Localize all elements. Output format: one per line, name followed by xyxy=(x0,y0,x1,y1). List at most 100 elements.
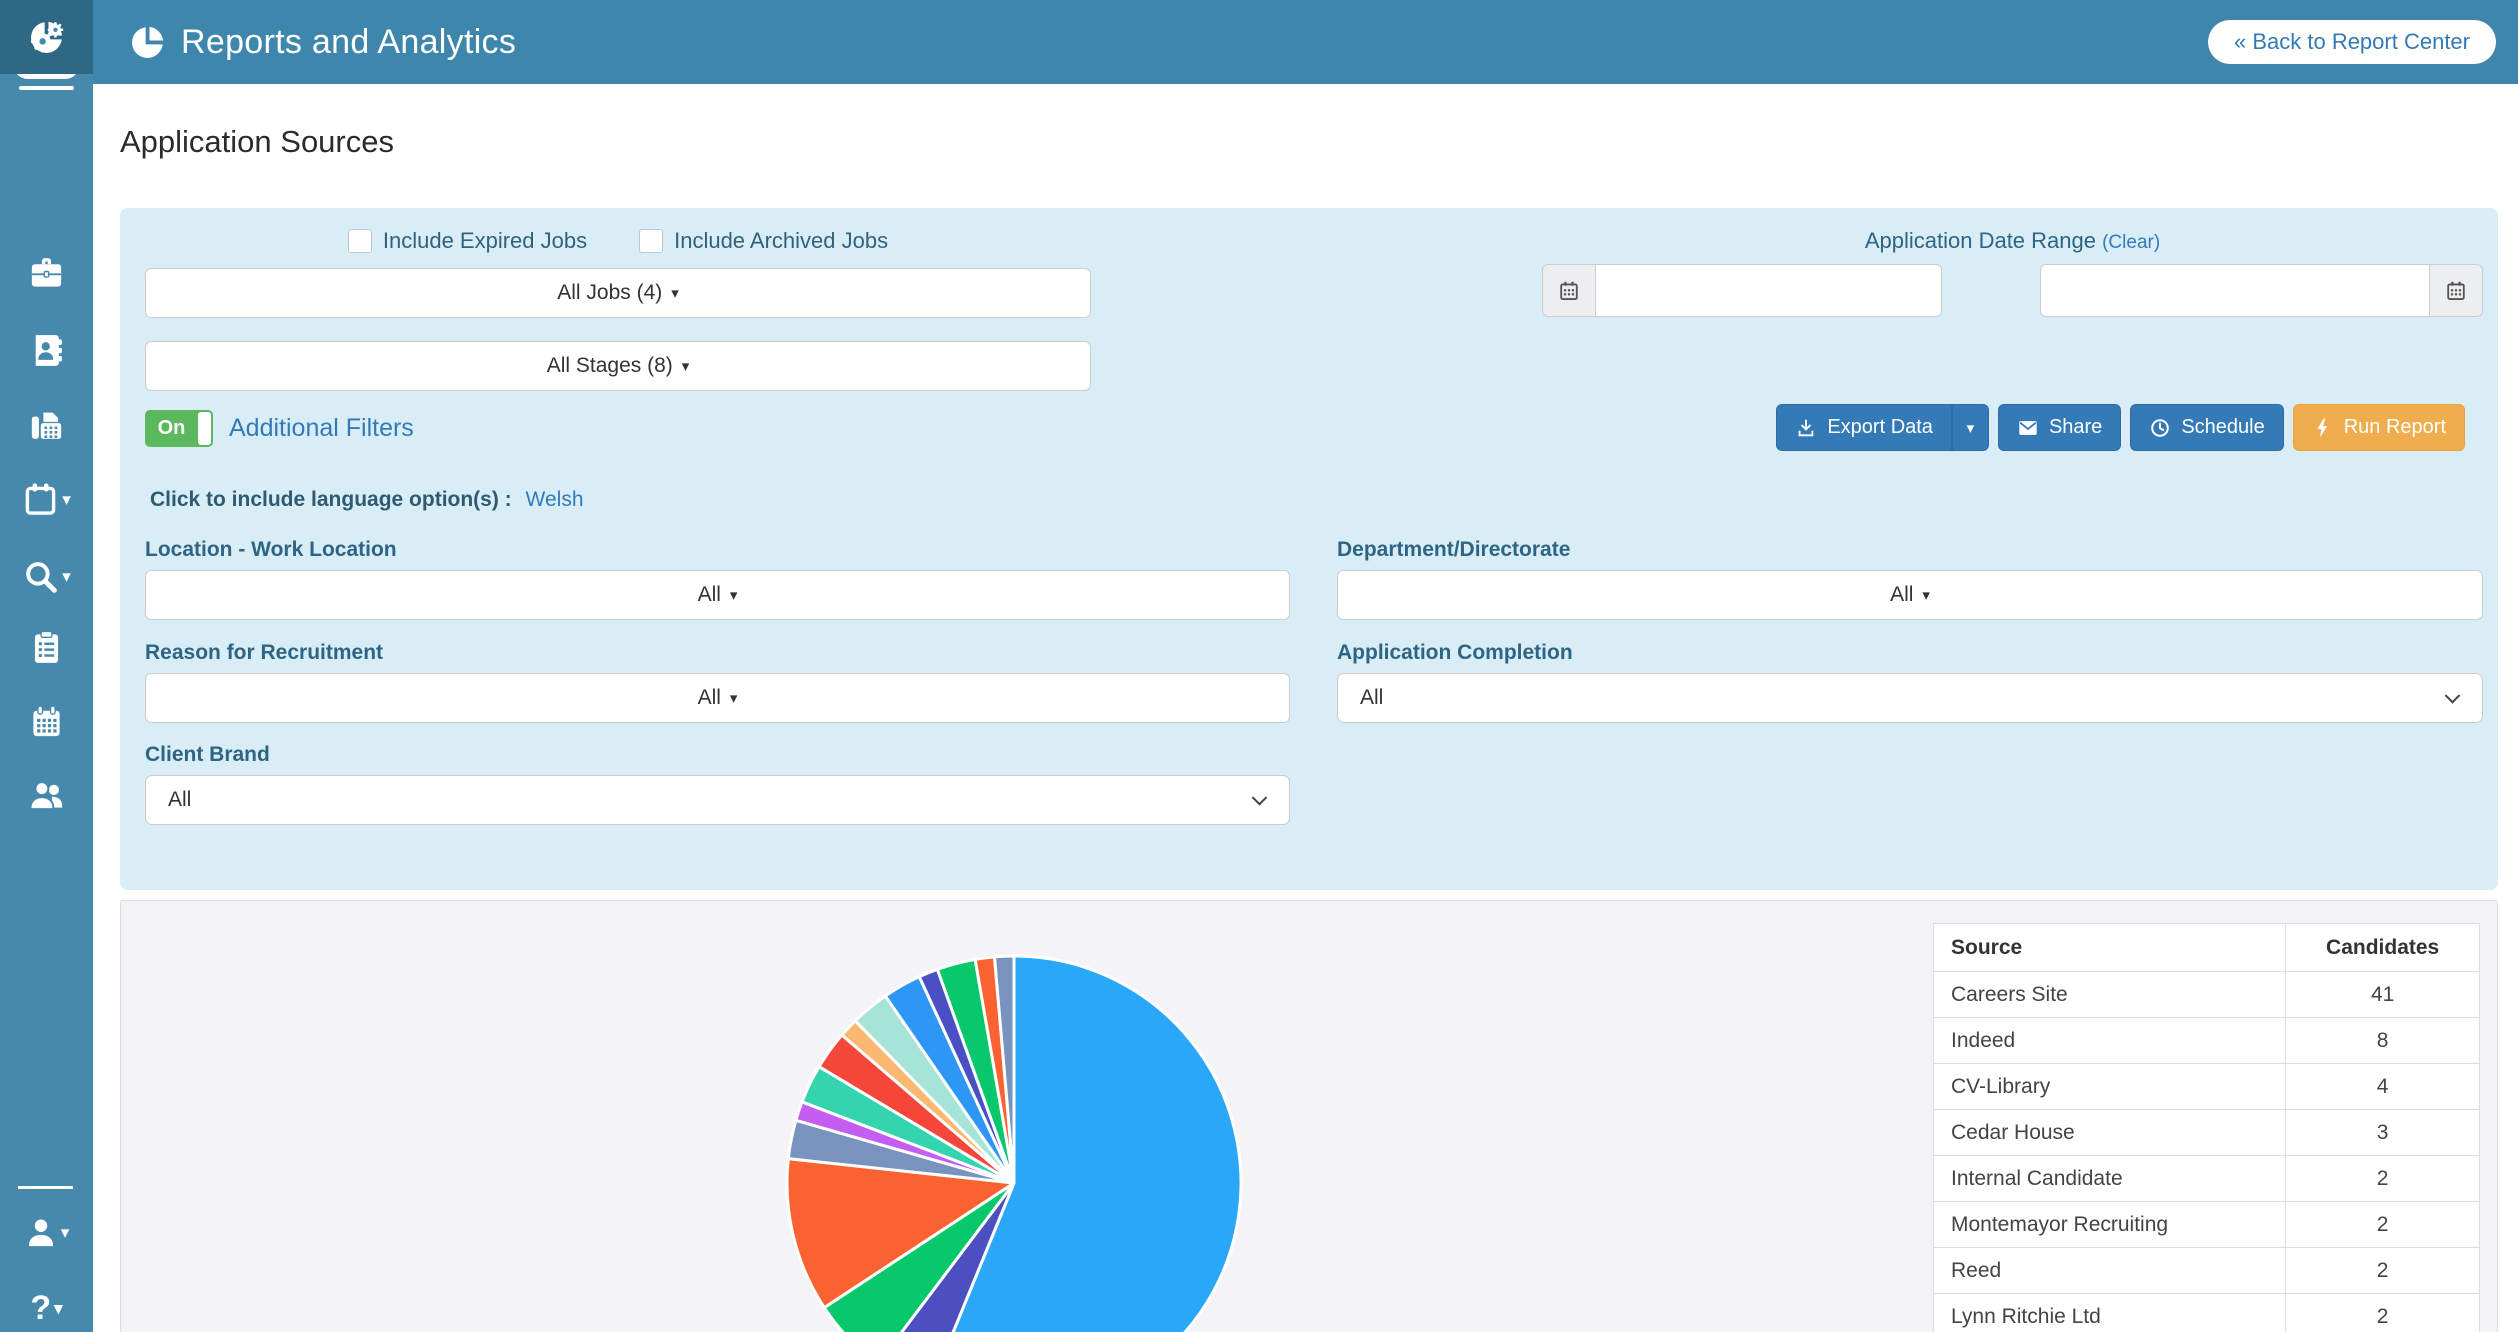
pie-slice[interactable] xyxy=(992,954,1016,1185)
download-icon xyxy=(1798,419,1814,436)
application-completion-value: All xyxy=(1360,686,1384,709)
pie-slice[interactable] xyxy=(877,1181,1016,1332)
pie-chart-svg xyxy=(785,954,1243,1332)
candidates-cell: 2 xyxy=(2285,1247,2480,1294)
sidebar-item-events[interactable]: ▾ xyxy=(0,462,93,536)
schedule-button[interactable]: Schedule xyxy=(2130,404,2284,451)
field-label-reason: Reason for Recruitment xyxy=(145,641,384,664)
include-archived-jobs-checkbox[interactable] xyxy=(639,229,664,253)
candidates-cell: 2 xyxy=(2285,1293,2480,1332)
additional-filters-toggle[interactable]: On xyxy=(145,409,213,447)
toggle-on-label: On xyxy=(157,416,186,439)
report-actions: Export Data ▾ Share Schedul xyxy=(1776,404,2465,451)
source-cell: Indeed xyxy=(1932,1017,2287,1064)
client-brand-value: All xyxy=(168,788,192,811)
table-row: CV-Library 4 xyxy=(1932,1063,2480,1110)
chevron-down-icon: ▾ xyxy=(62,566,71,586)
language-welsh-link[interactable]: Welsh xyxy=(525,488,584,511)
sidebar-item-settings[interactable] xyxy=(0,0,93,74)
calendar-icon xyxy=(2447,281,2465,300)
department-dropdown[interactable]: All ▾ xyxy=(1337,570,2483,620)
client-brand-select[interactable]: All xyxy=(145,775,1290,825)
active-logo-indicator xyxy=(19,86,74,90)
sidebar-item-contacts[interactable] xyxy=(0,757,93,831)
source-cell: Reed xyxy=(1932,1247,2287,1294)
chevron-down-icon xyxy=(1251,790,1268,806)
additional-filters-label[interactable]: Additional Filters xyxy=(229,413,414,442)
caret-down-icon: ▾ xyxy=(729,587,738,604)
sidebar-item-account[interactable]: ▾ xyxy=(0,1203,93,1261)
sidebar-item-search[interactable]: ▾ xyxy=(0,539,93,613)
calendar-icon xyxy=(1560,281,1578,300)
date-range-header: Application Date Range (Clear) xyxy=(1542,228,2483,254)
date-to-group xyxy=(2040,264,2483,317)
clipboard-icon xyxy=(34,630,59,663)
table-row: Lynn Ritchie Ltd 2 xyxy=(1932,1293,2480,1332)
sidebar-item-help[interactable]: ? ▾ xyxy=(0,1282,93,1332)
field-label-department: Department/Directorate xyxy=(1337,538,1571,561)
bolt-icon xyxy=(2317,417,2327,438)
table-header-row: Source Candidates xyxy=(1932,923,2480,972)
source-table: Source Candidates Careers Site 41 Indeed 8 C… xyxy=(1932,923,2480,1332)
include-expired-jobs-checkbox[interactable] xyxy=(347,229,372,253)
envelope-icon xyxy=(2019,420,2037,435)
address-book-icon xyxy=(35,334,62,366)
include-expired-jobs-option[interactable]: Include Expired Jobs xyxy=(347,228,588,254)
field-label-application-completion: Application Completion xyxy=(1337,641,1573,664)
chevron-down-icon: ▾ xyxy=(60,1222,70,1242)
date-range-clear-link[interactable]: (Clear) xyxy=(2102,232,2161,253)
checkbox-label: Include Archived Jobs xyxy=(674,228,889,253)
sidebar-divider xyxy=(18,1186,73,1189)
table-row: Internal Candidate 2 xyxy=(1932,1155,2480,1202)
date-to-input[interactable] xyxy=(2040,264,2430,317)
sidebar-item-jobs[interactable] xyxy=(0,236,93,310)
chevron-down-icon: ▾ xyxy=(54,1298,63,1318)
calendar-addon-button[interactable] xyxy=(1542,264,1595,317)
work-location-dropdown[interactable]: All ▾ xyxy=(145,570,1290,620)
pie-slice[interactable] xyxy=(928,954,1243,1332)
back-to-report-center-button[interactable]: « Back to Report Center xyxy=(2207,20,2496,64)
source-cell: Cedar House xyxy=(1932,1109,2287,1156)
department-value: All xyxy=(1890,583,1914,606)
application-completion-select[interactable]: All xyxy=(1337,673,2483,723)
calendar-grid-icon xyxy=(33,704,60,736)
calendar-icon xyxy=(25,482,56,515)
sidebar-item-candidates[interactable] xyxy=(0,313,93,387)
export-options-caret-button[interactable]: ▾ xyxy=(1951,404,1989,451)
candidates-cell: 4 xyxy=(2285,1063,2480,1110)
source-cell: Montemayor Recruiting xyxy=(1932,1201,2287,1248)
field-label-client-brand: Client Brand xyxy=(145,743,270,766)
topbar: Reports and Analytics « Back to Report C… xyxy=(93,0,2518,84)
sidebar-item-tasks[interactable] xyxy=(0,610,93,684)
work-location-value: All xyxy=(697,583,721,606)
reason-for-recruitment-dropdown[interactable]: All ▾ xyxy=(145,673,1290,723)
all-stages-dropdown[interactable]: All Stages (8) ▾ xyxy=(145,341,1091,391)
candidates-cell: 8 xyxy=(2285,1017,2480,1064)
table-row: Careers Site 41 xyxy=(1932,971,2480,1018)
share-button[interactable]: Share xyxy=(1997,404,2122,451)
checkbox-row: Include Expired Jobs Include Archived Jo… xyxy=(145,228,1091,254)
candidates-cell: 2 xyxy=(2285,1155,2480,1202)
export-split-button: Export Data ▾ xyxy=(1776,404,1989,451)
share-label: Share xyxy=(2048,416,2103,438)
sidebar-item-communications[interactable] xyxy=(0,389,93,463)
header-title: Reports and Analytics xyxy=(181,22,517,61)
include-archived-jobs-option[interactable]: Include Archived Jobs xyxy=(639,228,888,254)
export-data-button[interactable]: Export Data xyxy=(1776,404,1952,451)
pie-slice[interactable] xyxy=(785,1157,1016,1310)
calendar-addon-button[interactable] xyxy=(2430,264,2483,317)
chevron-down-icon: ▾ xyxy=(62,489,71,509)
field-label-work-location: Location - Work Location xyxy=(145,538,397,561)
all-jobs-dropdown[interactable]: All Jobs (4) ▾ xyxy=(145,268,1091,318)
run-report-label: Run Report xyxy=(2343,416,2446,438)
user-icon xyxy=(28,1219,53,1247)
run-report-button[interactable]: Run Report xyxy=(2292,404,2465,451)
source-cell: CV-Library xyxy=(1932,1063,2287,1110)
date-from-input[interactable] xyxy=(1595,264,1942,317)
main-content: Application Sources Include Expired Jobs… xyxy=(93,84,2518,1332)
filter-panel: Include Expired Jobs Include Archived Jo… xyxy=(120,208,2498,890)
sidebar: ▾ ▾ xyxy=(0,0,93,1332)
sidebar-item-planner[interactable] xyxy=(0,685,93,759)
checkbox-label: Include Expired Jobs xyxy=(382,228,588,253)
